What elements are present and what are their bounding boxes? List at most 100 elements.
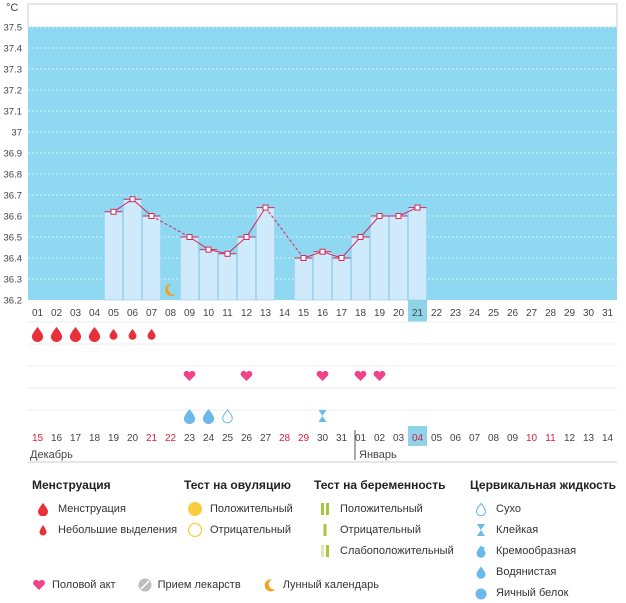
temperature-point xyxy=(338,255,345,261)
mucus-dry-drop xyxy=(222,409,233,424)
x-day-label: 14 xyxy=(279,308,291,319)
temperature-bar xyxy=(123,198,142,301)
date-label: 20 xyxy=(127,433,139,444)
legend-row-ovulation-positive: Положительный xyxy=(184,498,293,519)
x-day-label: 04 xyxy=(89,308,101,319)
legend-intercourse: Половой акт xyxy=(32,579,116,591)
legend-row-creamy: Кремообразная xyxy=(470,540,616,561)
legend-intercourse-label: Половой акт xyxy=(52,579,116,591)
x-day-label: 21 xyxy=(412,308,424,319)
bottom-legend: Половой акт Прием лекарств Лунный календ… xyxy=(32,578,401,592)
legend-row-dry: Сухо xyxy=(470,498,616,519)
x-day-label: 18 xyxy=(355,308,367,319)
x-day-label: 25 xyxy=(488,308,500,319)
temperature-line-segment xyxy=(132,198,152,217)
temperature-line-segment xyxy=(341,236,361,259)
temperature-bar xyxy=(180,236,199,301)
temperature-bar xyxy=(256,207,275,301)
date-label: 29 xyxy=(298,433,310,444)
temperature-point xyxy=(319,248,326,255)
x-day-label: 06 xyxy=(127,308,139,319)
blood-drop-icon xyxy=(32,502,54,516)
legend-row-pregnancy-positive: Положительный xyxy=(314,498,454,519)
x-day-label: 11 xyxy=(222,308,233,319)
intercourse-heart xyxy=(240,370,253,381)
date-label: 16 xyxy=(51,433,63,444)
temperature-bar xyxy=(104,211,123,301)
date-label: 26 xyxy=(241,433,253,444)
temperature-point xyxy=(186,234,193,240)
legend-medication-label: Прием лекарств xyxy=(157,579,241,591)
date-label: 12 xyxy=(564,433,576,444)
date-label: 28 xyxy=(279,433,291,444)
y-tick-label: 37.1 xyxy=(4,107,23,118)
temperature-bar xyxy=(389,215,408,301)
date-label: 03 xyxy=(393,433,405,444)
double-stripe-icon xyxy=(314,502,336,516)
temperature-line-segment xyxy=(322,251,342,259)
legend-ovulation-title: Тест на овуляцию xyxy=(184,478,291,492)
single-stripe-icon xyxy=(314,523,336,537)
egg-white-drop-icon xyxy=(470,586,492,600)
temperature-bar xyxy=(199,249,218,301)
temperature-point xyxy=(224,250,231,257)
temperature-line-segment xyxy=(398,207,418,217)
temperature-bar xyxy=(313,251,332,301)
y-tick-label: 37.3 xyxy=(4,65,23,76)
legend-medication: Прием лекарств xyxy=(138,578,241,592)
temperature-line-segment xyxy=(113,198,133,213)
legend-sticky-label: Клейкая xyxy=(496,523,539,536)
legend-watery-label: Водянистая xyxy=(496,565,557,578)
empty-yellow-circle-icon xyxy=(184,522,206,538)
x-day-label: 08 xyxy=(165,308,177,319)
filled-yellow-circle-icon xyxy=(184,501,206,517)
y-tick-label: 36.5 xyxy=(4,233,23,244)
temperature-line-segment xyxy=(227,236,247,255)
light-bleeding-drop xyxy=(128,329,137,340)
legend-pregnancy: Тест на беременность Положительный Отриц… xyxy=(314,478,454,561)
x-day-label: 16 xyxy=(317,308,329,319)
legend-pregnancy-weak-label: Слабоположительный xyxy=(340,544,454,557)
menstruation-drop xyxy=(50,327,63,343)
date-label: 05 xyxy=(431,433,443,444)
legend-dry-label: Сухо xyxy=(496,502,521,515)
legend-ovulation: Тест на овуляцию Положительный Отрицател… xyxy=(184,478,293,540)
temperature-bar xyxy=(237,236,256,301)
legend-pregnancy-negative-label: Отрицательный xyxy=(340,523,421,536)
temperature-point xyxy=(205,246,212,253)
dry-drop-icon xyxy=(470,502,492,516)
y-tick-label: 37.2 xyxy=(4,86,23,97)
date-label: 02 xyxy=(374,433,386,444)
intercourse-heart xyxy=(183,370,196,381)
date-label: 15 xyxy=(32,433,44,444)
x-day-label: 12 xyxy=(241,308,253,319)
plot-top-strip xyxy=(27,3,618,28)
creamy-drop-icon xyxy=(470,544,492,558)
x-day-label: 01 xyxy=(32,308,44,319)
date-label: 22 xyxy=(165,433,177,444)
date-label: 21 xyxy=(146,433,158,444)
weak-double-stripe-icon xyxy=(314,544,336,558)
temperature-line-segment xyxy=(151,215,190,238)
date-label: 09 xyxy=(507,433,519,444)
x-day-label: 13 xyxy=(260,308,272,319)
legend-menstruation-title: Менструация xyxy=(32,478,111,492)
mucus-watery-drop xyxy=(202,409,215,425)
x-day-label: 19 xyxy=(374,308,386,319)
legend-row-pregnancy-weak: Слабоположительный xyxy=(314,540,454,561)
temperature-line-segment xyxy=(303,251,323,259)
legend-ovulation-negative-label: Отрицательный xyxy=(210,523,291,536)
legend-row-ovulation-negative: Отрицательный xyxy=(184,519,293,540)
temperature-bar xyxy=(370,215,389,301)
temperature-point xyxy=(110,208,117,215)
date-label: 04 xyxy=(412,433,424,444)
x-day-label: 07 xyxy=(146,308,158,319)
intercourse-heart xyxy=(373,370,386,381)
x-day-label: 27 xyxy=(526,308,538,319)
temperature-point xyxy=(395,213,402,219)
y-tick-label: 36.2 xyxy=(4,296,23,307)
x-day-label: 31 xyxy=(602,308,614,319)
watery-drop-icon xyxy=(470,565,492,579)
x-day-label: 03 xyxy=(70,308,82,319)
y-tick-label: 36.9 xyxy=(4,149,23,160)
